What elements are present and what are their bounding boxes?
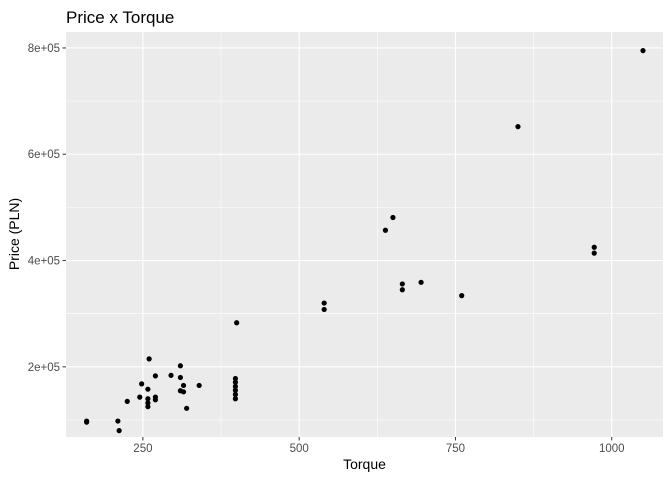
data-point (177, 363, 183, 369)
data-point (232, 396, 239, 402)
data-point (145, 396, 151, 402)
chart-title: Price x Torque (66, 8, 174, 27)
minor-gridlines (66, 32, 663, 437)
data-point (137, 394, 143, 400)
major-gridlines (66, 32, 663, 437)
x-tick-label: 750 (446, 443, 465, 455)
data-point (180, 389, 187, 395)
data-point (168, 372, 174, 378)
data-point (116, 428, 122, 434)
x-tick-label: 1000 (599, 443, 625, 455)
y-tick-label: 4e+05 (28, 256, 60, 268)
data-point (234, 320, 240, 326)
data-point (459, 293, 465, 299)
x-axis-ticks: 250 500 750 1000 (133, 437, 625, 455)
data-point (382, 227, 389, 233)
x-axis-title: Torque (343, 456, 386, 472)
data-point (232, 375, 239, 382)
x-tick-label: 500 (290, 443, 309, 455)
y-axis-title: Price (PLN) (6, 198, 22, 270)
data-point (399, 287, 405, 293)
data-point (124, 398, 130, 404)
plot-panel (66, 32, 663, 437)
data-point (84, 419, 90, 425)
data-point (232, 383, 239, 390)
data-point (640, 48, 646, 54)
x-tick-label: 250 (133, 443, 152, 455)
y-tick-label: 2e+05 (28, 362, 60, 374)
data-point (146, 356, 152, 362)
data-point (232, 387, 239, 393)
y-tick-label: 8e+05 (28, 43, 60, 55)
data-point (390, 214, 396, 221)
y-axis-ticks: 2e+05 4e+05 6e+05 8e+05 (28, 43, 66, 374)
data-point (321, 300, 327, 306)
data-point (139, 381, 145, 387)
data-point (145, 404, 151, 410)
data-point (184, 405, 190, 411)
data-point (180, 382, 187, 389)
data-point (152, 373, 158, 379)
data-point (177, 374, 183, 381)
data-point (399, 281, 405, 287)
data-point (115, 418, 121, 424)
data-point (145, 386, 151, 392)
data-point (232, 379, 239, 385)
data-point (196, 382, 202, 389)
data-point (515, 124, 521, 130)
data-points (84, 48, 646, 434)
data-point (145, 400, 151, 406)
y-tick-label: 6e+05 (28, 149, 60, 161)
data-point (232, 391, 239, 398)
data-point (418, 279, 424, 285)
data-point (591, 244, 597, 250)
data-point (152, 394, 158, 400)
data-point (321, 306, 327, 313)
data-point (591, 250, 597, 256)
